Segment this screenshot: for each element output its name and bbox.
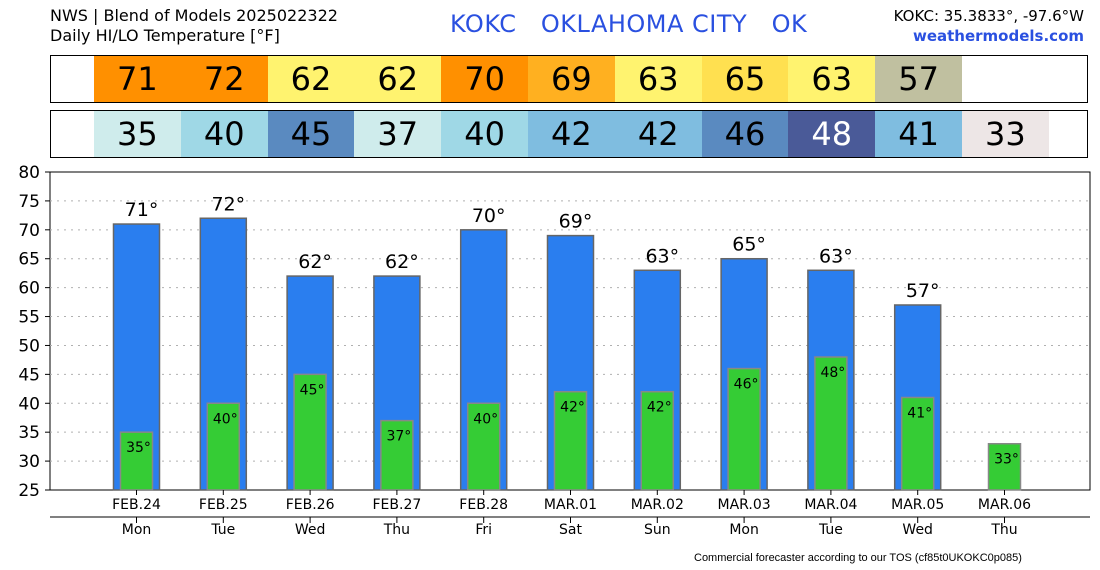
low-bar	[814, 356, 848, 491]
x-tick-label: FEB.24	[112, 497, 161, 513]
weekday-label: Fri	[475, 522, 492, 538]
weekday-label: Mon	[122, 522, 152, 538]
weekday-label: Tue	[210, 522, 235, 538]
y-tick-label: 65	[18, 250, 40, 270]
low-temp-cell: 37	[354, 111, 442, 157]
chart-title: Daily HI/LO Temperature [°F]	[50, 26, 280, 45]
weekday-label: Sun	[644, 522, 671, 538]
low-bar	[553, 390, 588, 491]
low-bar	[293, 373, 327, 491]
high-temp-cell: 69	[528, 56, 615, 102]
weekday-label: Thu	[383, 522, 410, 538]
header-right: KOKC: 35.3833°, -97.6°W weathermodels.co…	[894, 6, 1084, 46]
high-temp-cell: 71	[94, 56, 181, 102]
x-tick-label: MAR.06	[978, 497, 1031, 513]
low-bar	[900, 396, 935, 491]
high-temp-cell: 63	[614, 56, 702, 102]
x-tick-label: MAR.05	[891, 497, 944, 513]
y-tick-label: 60	[18, 279, 40, 299]
low-temp-cell: 41	[875, 111, 962, 157]
high-label: 63°	[819, 245, 853, 267]
low-label: 42°	[560, 400, 585, 416]
low-temp-cell: 42	[528, 111, 615, 157]
x-tick-label: FEB.25	[199, 497, 248, 513]
x-tick-label: FEB.26	[286, 497, 335, 513]
low-label: 41°	[907, 405, 932, 421]
low-label: 40°	[213, 411, 238, 427]
y-tick-label: 40	[18, 394, 40, 414]
low-bar	[466, 402, 501, 491]
temperature-chart: 25 30 35 40 45 50 55 60 65 70 75 80 71° 35° FEB.24 Mon 7…	[18, 163, 1091, 538]
high-temp-cell: 70	[441, 56, 528, 102]
weekday-label: Wed	[295, 522, 326, 538]
low-temp-cell: 35	[94, 111, 181, 157]
high-temp-cell: 62	[354, 56, 442, 102]
y-tick-label: 25	[18, 481, 40, 501]
low-temp-cell: 45	[267, 111, 355, 157]
low-temp-cell: 46	[701, 111, 789, 157]
y-tick-label: 30	[18, 452, 40, 472]
weekday-label: Sat	[559, 522, 582, 538]
low-temp-cell: 48	[788, 111, 876, 157]
y-tick-label: 35	[18, 423, 40, 443]
y-tick-label: 80	[18, 163, 40, 183]
low-label: 35°	[126, 440, 151, 456]
high-temp-cell: 63	[788, 56, 876, 102]
low-label: 42°	[647, 400, 672, 416]
high-temp-cell: 62	[267, 56, 355, 102]
low-label: 37°	[386, 429, 411, 445]
x-tick-label: MAR.02	[631, 497, 684, 513]
x-tick-label: MAR.04	[804, 497, 857, 513]
low-temp-cell: 33	[962, 111, 1049, 157]
high-label: 69°	[559, 211, 593, 233]
high-temp-cell: 65	[701, 56, 789, 102]
y-tick-label: 50	[18, 336, 40, 356]
low-label: 33°	[994, 452, 1019, 468]
y-tick-label: 75	[18, 192, 40, 212]
x-tick-label: FEB.28	[459, 497, 508, 513]
y-tick-label: 55	[18, 308, 40, 328]
high-temp-cell: 57	[875, 56, 962, 102]
low-label: 45°	[300, 382, 325, 398]
site-link[interactable]: weathermodels.com	[912, 27, 1084, 45]
low-temp-cell: 40	[441, 111, 528, 157]
high-label: 71°	[125, 199, 159, 221]
weekday-label: Thu	[990, 522, 1017, 538]
y-tick-label: 45	[18, 365, 40, 385]
high-label: 62°	[385, 251, 419, 273]
station-title: KOKC OKLAHOMA CITY OK	[450, 10, 808, 38]
x-tick-label: MAR.03	[718, 497, 771, 513]
low-label: 48°	[820, 365, 845, 381]
model-title: NWS | Blend of Models 2025022322	[50, 6, 338, 25]
weekday-label: Wed	[902, 522, 933, 538]
x-tick-label: MAR.01	[544, 497, 597, 513]
high-temp-cell: 72	[180, 56, 268, 102]
high-temperature-strip: 71 72 62 62 70 69 63 65 63 57	[50, 55, 1088, 103]
x-tick-label: FEB.27	[373, 497, 422, 513]
high-label: 62°	[298, 251, 332, 273]
footer-note: Commercial forecaster according to our T…	[694, 552, 1022, 564]
high-label: 70°	[472, 205, 506, 227]
high-label: 57°	[906, 280, 940, 302]
high-label: 65°	[732, 234, 766, 256]
low-temperature-strip: 35 40 45 37 40 42 42 46 48 41 33	[50, 110, 1088, 158]
low-label: 46°	[734, 377, 759, 393]
high-label: 63°	[645, 245, 679, 267]
low-temp-cell: 42	[614, 111, 702, 157]
low-bar	[119, 431, 154, 491]
header-left: NWS | Blend of Models 2025022322 Daily H…	[50, 6, 338, 46]
low-label: 40°	[473, 411, 498, 427]
station-coords: KOKC: 35.3833°, -97.6°W	[893, 7, 1084, 25]
low-temp-cell: 40	[180, 111, 268, 157]
y-tick-label: 70	[18, 221, 40, 241]
weekday-label: Mon	[729, 522, 759, 538]
weekday-label: Tue	[818, 522, 843, 538]
low-bar	[987, 442, 1022, 491]
high-label: 72°	[211, 193, 245, 215]
